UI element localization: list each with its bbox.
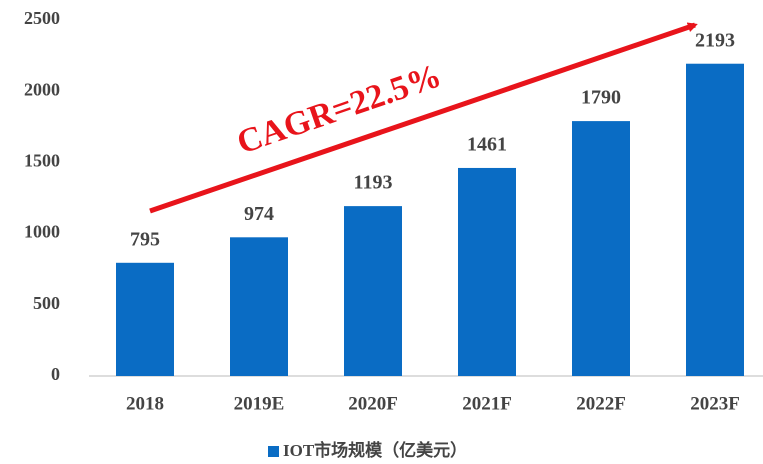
y-tick-label: 1500 <box>24 151 60 171</box>
x-tick-label: 2022F <box>576 393 626 414</box>
x-tick-label: 2019E <box>234 393 285 414</box>
bar <box>230 237 288 376</box>
y-tick-label: 1000 <box>24 222 60 242</box>
legend-label: IOT市场规模（亿美元） <box>283 440 467 460</box>
value-label: 1790 <box>581 87 621 109</box>
bar <box>458 167 516 376</box>
bar <box>686 63 744 377</box>
value-label: 1193 <box>354 172 393 194</box>
y-tick-label: 2500 <box>24 8 60 28</box>
value-label: 2193 <box>695 29 735 51</box>
y-tick-label: 0 <box>51 364 60 384</box>
legend-swatch <box>268 446 279 457</box>
value-label: 795 <box>130 228 160 250</box>
value-label: 1461 <box>467 134 507 156</box>
bar <box>572 121 630 376</box>
value-label: 974 <box>244 203 274 225</box>
x-tick-label: 2018 <box>126 393 164 414</box>
y-tick-label: 2000 <box>24 79 60 99</box>
x-tick-label: 2020F <box>348 393 398 414</box>
bar <box>344 206 402 376</box>
y-tick-label: 500 <box>33 293 60 313</box>
trend-arrow <box>149 22 698 214</box>
bar <box>116 262 174 376</box>
x-tick-label: 2021F <box>462 393 512 414</box>
x-tick-label: 2023F <box>690 393 740 414</box>
